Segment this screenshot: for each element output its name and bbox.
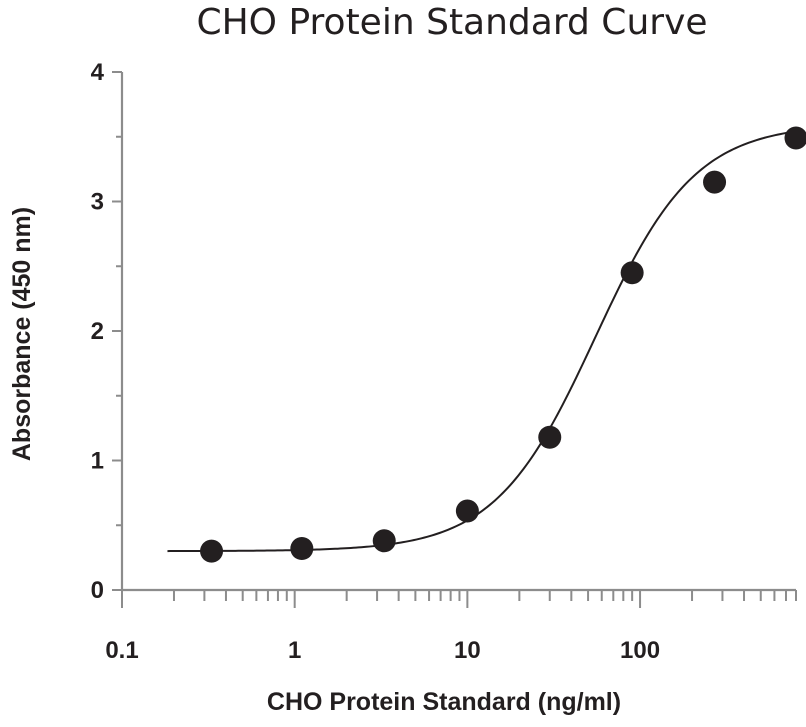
y-tick-label: 4 [91,59,105,86]
x-axis-ticks: 0.1 1 10 100 [105,590,797,664]
y-axis-ticks: 0 1 2 3 4 [91,59,122,604]
y-tick-label: 3 [91,189,104,216]
data-point [290,537,314,561]
fit-curve-layer [167,130,797,553]
data-point [784,126,806,150]
x-axis-label: CHO Protein Standard (ng/ml) [267,688,621,716]
y-tick-label: 1 [91,448,104,475]
y-tick-label: 2 [91,318,104,345]
x-tick-label: 100 [620,637,660,664]
y-tick-label: 0 [91,577,104,604]
chart-title: CHO Protein Standard Curve [196,2,707,43]
data-point [620,261,644,285]
x-tick-label: 1 [288,637,301,664]
data-point [538,425,562,449]
data-points [200,126,806,563]
fit-curve [167,130,797,553]
data-point [200,539,224,563]
data-point [372,529,396,553]
y-axis-label: Absorbance (450 nm) [8,207,36,461]
data-point [703,170,727,194]
x-tick-label: 10 [454,637,481,664]
x-tick-label: 0.1 [105,637,138,664]
data-point [455,499,479,523]
